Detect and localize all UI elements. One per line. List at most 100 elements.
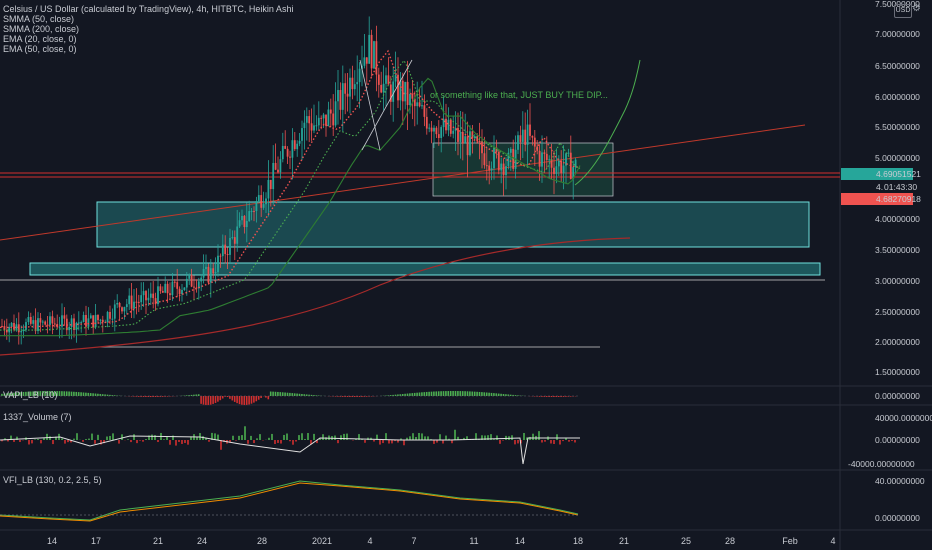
vapi-bar [567, 396, 570, 397]
vapi-bar [476, 391, 478, 396]
volume-bar [481, 435, 483, 440]
candle-body [485, 165, 488, 167]
indicator-smma50[interactable]: SMMA (50, close) [3, 14, 75, 24]
volume-bar [271, 433, 273, 440]
vapi-bar [500, 393, 502, 396]
volume-bar [268, 437, 270, 440]
vapi-bar [229, 396, 231, 399]
volume-bar [214, 433, 216, 440]
indicator-ema50[interactable]: EMA (50, close, 0) [3, 44, 77, 54]
volume-bar [70, 440, 72, 443]
candle-body [243, 215, 246, 228]
currency-badge[interactable]: USD [894, 4, 912, 18]
candle-body [34, 320, 37, 332]
candle-body [320, 117, 323, 119]
candle-body [118, 302, 121, 308]
candle-body [77, 322, 80, 324]
candle-body [46, 324, 49, 326]
vapi-bar [39, 391, 42, 396]
indicator-ema20[interactable]: EMA (20, close, 0) [3, 34, 77, 44]
time-axis-tick: 24 [197, 536, 207, 546]
candle-body [262, 204, 265, 208]
vapi-bar [490, 392, 493, 396]
vapi-bar [296, 393, 298, 396]
vapi-bar [334, 396, 337, 397]
candle-body [346, 93, 349, 97]
candle-body [373, 41, 375, 69]
vapi-bar [447, 391, 450, 396]
vapi-bar [281, 392, 284, 396]
vapi-bar [435, 391, 438, 396]
vapi-bar [111, 395, 114, 396]
vapi-bar [550, 396, 553, 397]
candle-body [149, 293, 152, 298]
candle-body [142, 291, 145, 296]
vapi-bar [17, 392, 20, 396]
candle-body [531, 135, 534, 138]
candle-body [464, 136, 467, 144]
candle-body [17, 324, 20, 333]
candle-body [478, 141, 481, 143]
volume-bar [73, 438, 75, 440]
vfi-signal-line [0, 482, 579, 522]
price-axis-tick: 2.00000000 [875, 337, 920, 347]
candle-body [351, 77, 354, 90]
candle-body [231, 237, 234, 239]
candle-body [334, 101, 337, 126]
candle-body [483, 153, 486, 166]
vapi-bar [313, 395, 315, 396]
candle-body [466, 136, 469, 156]
candle-body [560, 160, 563, 174]
vapi-bar [356, 396, 358, 397]
candle-body [344, 83, 347, 94]
volume-bar [169, 440, 171, 445]
candle-body [70, 318, 73, 327]
volume-bar [91, 433, 93, 440]
candle-body [497, 152, 500, 171]
vapi-bar [207, 396, 210, 405]
gear-icon[interactable]: ⚙ [912, 3, 921, 14]
candle-body [214, 272, 217, 274]
smma200-line [0, 237, 631, 356]
candle-body [365, 57, 368, 64]
volume-bar [256, 438, 258, 440]
vapi-bar [209, 396, 212, 405]
candle-body [505, 166, 507, 176]
vapi-bar [339, 396, 342, 397]
candle-body [137, 301, 140, 303]
volume-bar [196, 436, 198, 440]
candle-body [440, 127, 443, 139]
volume-bar [448, 438, 450, 440]
candle-body [327, 109, 330, 126]
volume-bar [346, 433, 348, 440]
volume-bar [286, 433, 288, 440]
candle-body [356, 82, 359, 85]
volume-bar [526, 437, 528, 440]
vapi-bar [401, 394, 404, 396]
price-axis-tick: 6.00000000 [875, 92, 920, 102]
vapi-bar [502, 394, 505, 396]
volume-bar [103, 440, 105, 444]
vapi-bar [166, 396, 169, 397]
chart-annotation: or something like that, JUST BUY THE DIP… [430, 90, 608, 100]
vapi-bar [317, 395, 320, 396]
candle-body [572, 167, 575, 179]
vapi-bar [301, 393, 303, 396]
vapi-bar [394, 394, 397, 396]
volume-bar [289, 440, 291, 442]
volume-bar [37, 439, 39, 440]
vapi-bar [68, 391, 70, 396]
vapi-bar [298, 393, 301, 396]
indicator-smma200[interactable]: SMMA (200, close) [3, 24, 80, 34]
vapi-bar [445, 391, 447, 396]
vapi-bar [63, 391, 66, 396]
candle-body [457, 127, 459, 142]
candle-body [322, 114, 325, 119]
candle-body [44, 321, 47, 325]
candle-body [293, 140, 296, 150]
volume-bar [202, 436, 204, 440]
candle-body [135, 301, 138, 303]
candle-body [387, 75, 390, 85]
vapi-bar [553, 396, 555, 397]
